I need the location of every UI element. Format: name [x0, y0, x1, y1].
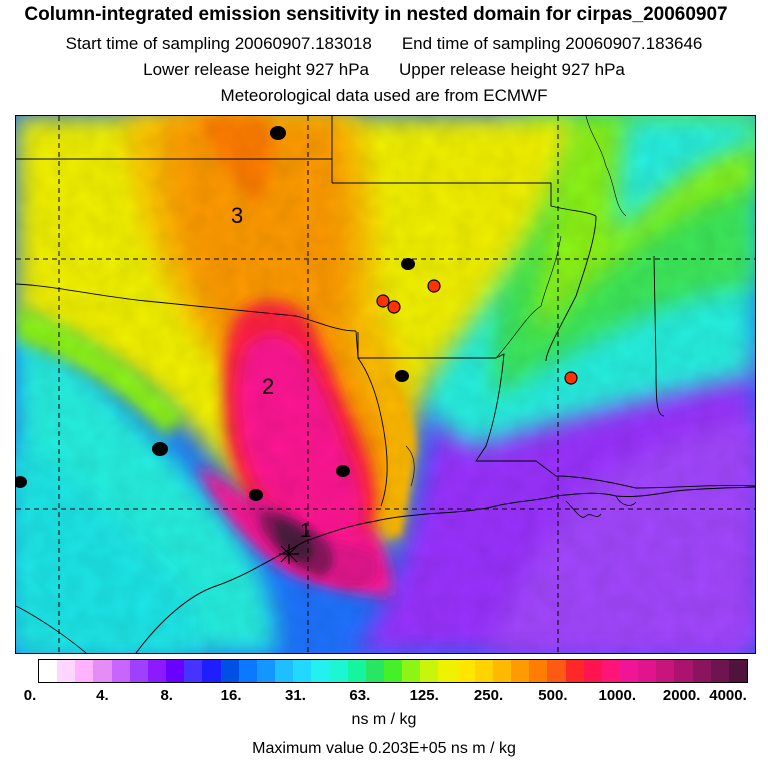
colorbar-swatch — [256, 660, 276, 682]
region-label-2: 2 — [262, 374, 274, 399]
colorbar-swatch — [492, 660, 512, 682]
colorbar-swatch — [620, 660, 639, 682]
colorbar-tick-label: 125. — [409, 687, 439, 704]
colorbar-swatch — [111, 660, 130, 682]
colorbar-tick-label: 16. — [220, 687, 242, 704]
site-black — [401, 258, 415, 270]
colorbar-swatch — [93, 660, 112, 682]
colorbar-tick-label: 4. — [96, 687, 109, 704]
colorbar-swatch — [565, 660, 584, 682]
colorbar-swatch — [184, 660, 203, 682]
colorbar-tick-label: 0. — [23, 687, 37, 704]
colorbar-swatch — [638, 660, 657, 682]
colorbar-swatch — [692, 660, 711, 682]
colorbar-swatch — [511, 660, 530, 682]
graticule — [16, 116, 755, 653]
colorbar-swatch — [547, 660, 566, 682]
colorbar-swatch — [329, 660, 348, 682]
sampling-times: Start time of sampling 20060907.183018 En… — [0, 34, 768, 54]
red-sites — [376, 279, 578, 385]
site-black — [152, 442, 168, 456]
site-black — [270, 126, 286, 140]
upper-release-height: Upper release height 927 hPa — [399, 60, 625, 79]
emission-sensitivity-map: 3 2 1 — [15, 115, 756, 654]
colorbar-swatch — [420, 660, 439, 682]
colorbar-swatch — [474, 660, 493, 682]
met-data-source: Meteorological data used are from ECMWF — [220, 86, 548, 105]
colorbar-swatch — [456, 660, 475, 682]
colorbar-tick-label: 4000. — [709, 687, 747, 704]
colorbar-swatch — [311, 660, 330, 682]
site-red — [564, 371, 578, 385]
colorbar-swatch — [402, 660, 421, 682]
colorbar-swatch — [129, 660, 148, 682]
colorbar — [38, 659, 748, 683]
colorbar-unit: ns m / kg — [351, 711, 417, 728]
plot-title: Column-integrated emission sensitivity i… — [24, 4, 728, 25]
colorbar-swatch — [57, 660, 76, 682]
site-black — [395, 370, 409, 382]
colorbar-tick-label: 63. — [349, 687, 371, 704]
colorbar-swatch — [438, 660, 457, 682]
colorbar-tick-label: 1000. — [598, 687, 637, 704]
colorbar-tick-label: 8. — [160, 687, 173, 704]
colorbar-tick-label: 31. — [285, 687, 306, 704]
colorbar-swatch — [75, 660, 94, 682]
colorbar-swatch — [601, 660, 620, 682]
colorbar-swatch — [275, 660, 294, 682]
site-black — [16, 476, 27, 488]
colorbar-swatch — [238, 660, 257, 682]
state-boundaries — [16, 116, 755, 507]
colorbar-swatch — [220, 660, 239, 682]
colorbar-swatch — [365, 660, 384, 682]
colorbar-swatch — [202, 660, 221, 682]
maximum-value: Maximum value 0.203E+05 ns m / kg — [252, 740, 516, 757]
release-heights: Lower release height 927 hPa Upper releas… — [0, 60, 768, 80]
colorbar-swatch — [147, 660, 167, 682]
colorbar-tick-label: 500. — [538, 687, 568, 704]
colorbar-ticks: 0. 4. 8. 16. 31. 63. 125. 250. 500. 1000. 2000. 400… — [0, 687, 768, 707]
site-black — [249, 489, 263, 501]
colorbar-swatch — [166, 660, 185, 682]
colorbar-tick-label: 2000. — [662, 687, 701, 704]
colorbar-swatch — [583, 660, 602, 682]
colorbar-swatch — [674, 660, 693, 682]
lower-release-height: Lower release height 927 hPa — [143, 60, 369, 79]
border-mexico — [16, 605, 87, 653]
colorbar-swatch — [347, 660, 366, 682]
colorbar-tick-label: 250. — [473, 687, 504, 704]
coastline-delta — [565, 495, 637, 518]
coastline — [135, 486, 755, 653]
end-time: End time of sampling 20060907.183646 — [401, 34, 703, 53]
site-red — [376, 294, 390, 308]
release-point-marker — [279, 544, 299, 564]
black-sites — [16, 126, 415, 501]
site-black — [336, 465, 350, 477]
site-red — [427, 279, 441, 293]
colorbar-swatch — [710, 660, 729, 682]
colorbar-swatch — [656, 660, 675, 682]
map-canvas: 3 2 1 — [16, 116, 755, 653]
field-texture — [16, 116, 755, 653]
colorbar-swatch — [529, 660, 548, 682]
colorbar-swatch — [293, 660, 312, 682]
rivers — [405, 116, 627, 487]
colorbar-swatch — [39, 660, 58, 682]
site-red — [387, 300, 401, 314]
start-time: Start time of sampling 20060907.183018 — [65, 34, 372, 53]
colorbar-swatch — [383, 660, 403, 682]
region-label-1: 1 — [300, 520, 311, 542]
region-label-3: 3 — [231, 203, 243, 228]
colorbar-swatch — [728, 660, 748, 682]
